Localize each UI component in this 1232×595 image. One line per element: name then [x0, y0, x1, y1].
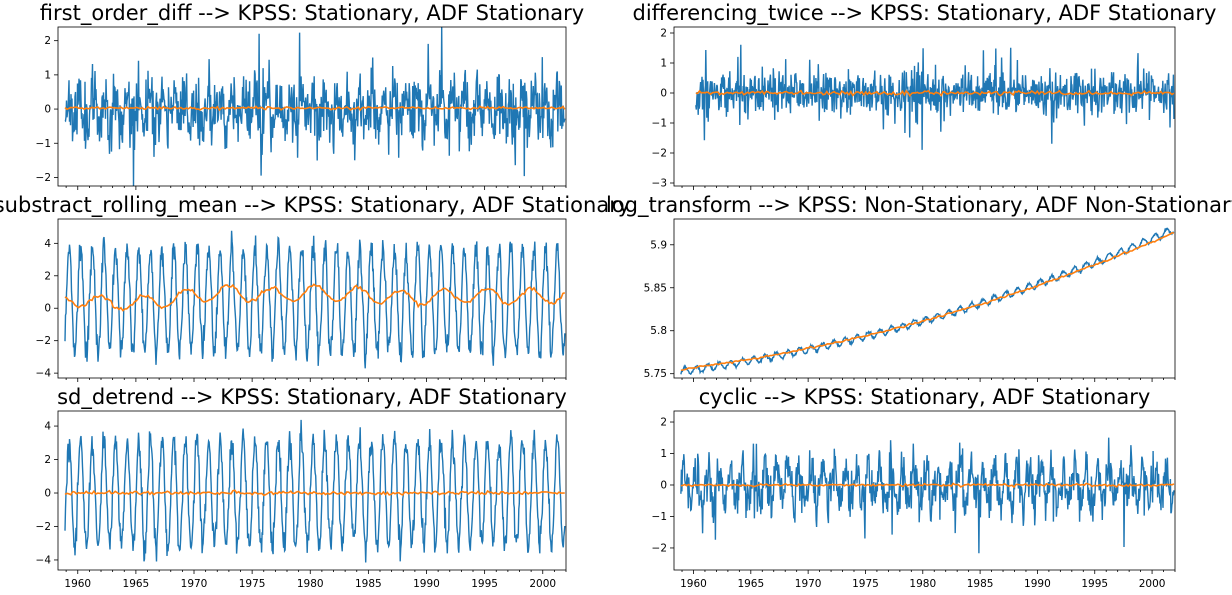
series-line-2 [64, 283, 566, 312]
y-tick-label: −1 [652, 511, 667, 523]
y-tick-label: 2 [44, 35, 51, 47]
subplot-2: −3 −2 −1 0 1 2 differencing_twice --> KPSS: St… [633, 1, 1217, 190]
y-tick-label: 0 [44, 303, 51, 315]
y-tick-label: 5.9 [650, 239, 667, 251]
y-tick-label: 2 [660, 28, 667, 40]
x-tick-label: 1985 [967, 578, 994, 590]
y-tick-label: 0 [44, 104, 51, 116]
x-tick-label: 1960 [64, 578, 91, 590]
axes-frame [57, 410, 567, 571]
series-line-2 [695, 89, 1175, 98]
y-tick-label: 4 [44, 238, 51, 250]
x-tick-label: 1990 [413, 578, 440, 590]
y-tick-label: 1 [44, 69, 51, 81]
x-tick-label: 1965 [737, 578, 764, 590]
subplot-title: sd_detrend --> KPSS: Stationary, ADF Sta… [57, 385, 567, 410]
series-line-1 [64, 419, 566, 563]
x-tick-label: 1990 [1024, 578, 1051, 590]
x-tick-label: 1995 [1081, 578, 1108, 590]
x-tick-label: 1960 [680, 578, 707, 590]
y-tick-label: −2 [36, 172, 51, 184]
y-tick-label: 0 [660, 88, 667, 100]
x-tick-label: 1985 [355, 578, 382, 590]
y-tick-label: 1 [660, 58, 667, 70]
y-tick-label: −4 [36, 554, 52, 566]
y-tick-label: 1 [660, 448, 667, 460]
series-line-2 [680, 231, 1175, 371]
y-tick-label: −2 [36, 335, 51, 347]
x-tick-label: 1970 [181, 578, 208, 590]
series-line-1 [680, 227, 1175, 375]
x-tick-label: 1995 [471, 578, 498, 590]
x-tick-label: 1980 [297, 578, 324, 590]
axes-frame [673, 410, 1176, 571]
x-tick-label: 1975 [852, 578, 879, 590]
subplot-3: −4 −2 0 2 4 substract_rolling_mean --> KPSS: … [0, 193, 630, 382]
y-tick-label: −3 [652, 178, 667, 190]
y-tick-label: 2 [44, 270, 51, 282]
y-tick-label: −1 [36, 138, 51, 150]
y-tick-label: −2 [652, 148, 667, 160]
y-tick-label: 4 [44, 421, 51, 433]
y-tick-label: −4 [36, 368, 52, 380]
subplot-title: log_transform --> KPSS: Non-Stationary, … [606, 193, 1232, 218]
y-tick-label: −1 [652, 118, 667, 130]
axes-frame [57, 26, 567, 187]
series-line-1 [695, 44, 1175, 150]
subplot-6: −2 −1 0 1 2 1960 1965 1970 1975 1980 1985 1990 1995 2… [652, 385, 1176, 590]
y-tick-label: 2 [44, 454, 51, 466]
axes-frame [57, 218, 567, 379]
y-tick-label: 5.8 [650, 325, 667, 337]
x-tick-label: 1965 [123, 578, 150, 590]
subplot-4: 5.75 5.8 5.85 5.9 log_transform --> KPSS: No… [606, 193, 1232, 382]
series-line-1 [64, 27, 566, 186]
x-tick-label: 1975 [239, 578, 266, 590]
series-line-2 [680, 482, 1175, 489]
y-tick-label: 0 [44, 488, 51, 500]
axes-frame [673, 218, 1176, 379]
series-line-2 [64, 489, 565, 497]
y-tick-label: 2 [660, 417, 667, 429]
subplot-title: first_order_diff --> KPSS: Stationary, A… [40, 1, 584, 26]
x-tick-label: 1980 [909, 578, 936, 590]
x-tick-label: 1970 [795, 578, 822, 590]
x-tick-label: 2000 [1139, 578, 1166, 590]
series-line-1 [64, 230, 566, 369]
subplot-5: −4 −2 0 2 4 1960 1965 1970 1975 1980 1985 1990 1995 2… [36, 385, 567, 590]
subplot-title: differencing_twice --> KPSS: Stationary,… [633, 1, 1217, 26]
series-line-2 [64, 105, 566, 112]
axes-frame [673, 26, 1176, 187]
y-tick-label: −2 [652, 542, 667, 554]
subplot-1: −2 −1 0 1 2 first_order_diff --> KPSS: Statio… [36, 1, 584, 190]
series-line-1 [680, 437, 1175, 554]
subplot-title: substract_rolling_mean --> KPSS: Station… [0, 193, 630, 218]
subplot-title: cyclic --> KPSS: Stationary, ADF Station… [699, 385, 1151, 409]
y-tick-label: 5.75 [644, 368, 667, 380]
y-tick-label: −2 [36, 521, 51, 533]
y-tick-label: 5.85 [644, 282, 667, 294]
y-tick-label: 0 [660, 479, 667, 491]
x-tick-label: 2000 [529, 578, 556, 590]
